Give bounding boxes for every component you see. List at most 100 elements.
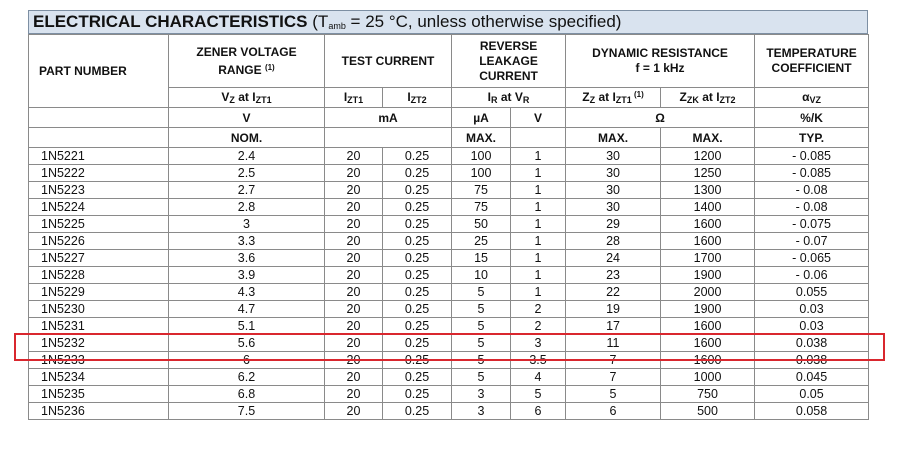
cell-alpha-vz-typ: 0.058 <box>754 402 870 420</box>
cell-izt2: 0.25 <box>381 215 453 233</box>
cell-vr: 1 <box>510 249 567 267</box>
cell-izt1: 20 <box>324 181 383 199</box>
cell-izt1: 20 <box>324 283 383 301</box>
symbol-alpha-vz: αVZ <box>754 87 870 108</box>
cell-izt1: 20 <box>324 232 383 250</box>
header-zener-voltage: ZENER VOLTAGE RANGE (1) <box>168 34 325 88</box>
cell-izt2: 0.25 <box>381 181 453 199</box>
title-main: ELECTRICAL CHARACTERISTICS <box>33 12 308 31</box>
cell-izt2: 0.25 <box>381 402 453 420</box>
cell-izt2: 0.25 <box>381 198 453 216</box>
cell-ir-max: 5 <box>451 351 512 369</box>
cell-izt1: 20 <box>324 215 383 233</box>
unit-v: V <box>168 107 325 128</box>
cell-zzk-max: 1600 <box>660 317 756 335</box>
cell-zz-max: 30 <box>565 181 662 199</box>
cell-part-number: 1N5236 <box>28 402 169 420</box>
cell-zzk-max: 1400 <box>660 198 756 216</box>
label-max-ir: MAX. <box>451 127 512 148</box>
cell-vr: 1 <box>510 147 567 165</box>
cell-ir-max: 3 <box>451 402 512 420</box>
cell-izt1: 20 <box>324 334 383 352</box>
cell-zz-max: 7 <box>565 351 662 369</box>
cell-alpha-vz-typ: 0.03 <box>754 317 870 335</box>
cell-zz-max: 29 <box>565 215 662 233</box>
cell-part-number: 1N5230 <box>28 300 169 318</box>
table-row: 1N5221 2.4 20 0.25 100 1 30 1200- 0.085 <box>28 147 870 165</box>
unit-v-reverse: V <box>510 107 567 128</box>
label-typ: TYP. <box>754 127 870 148</box>
cell-part-number: 1N5231 <box>28 317 169 335</box>
cell-vz-nom: 2.4 <box>168 147 325 165</box>
cell-zz-max: 22 <box>565 283 662 301</box>
cell-ir-max: 75 <box>451 198 512 216</box>
cell-vz-nom: 4.7 <box>168 300 325 318</box>
cell-alpha-vz-typ: - 0.085 <box>754 147 870 165</box>
cell-vr: 1 <box>510 198 567 216</box>
symbol-izt2: IZT2 <box>381 87 453 108</box>
blank-cell <box>28 107 169 128</box>
cell-zzk-max: 2000 <box>660 283 756 301</box>
table-row: 1N5232 5.6 20 0.25 5 3 11 1600 0.038 <box>28 334 870 352</box>
symbol-ir: IR at VR <box>451 87 567 108</box>
table-row: 1N5222 2.5 20 0.25 100 1 30 1250- 0.085 <box>28 164 870 182</box>
cell-izt2: 0.25 <box>381 368 453 386</box>
unit-percent-k: %/K <box>754 107 870 128</box>
cell-vr: 1 <box>510 283 567 301</box>
cell-izt2: 0.25 <box>381 232 453 250</box>
cell-zzk-max: 1600 <box>660 232 756 250</box>
cell-zz-max: 5 <box>565 385 662 403</box>
cell-part-number: 1N5234 <box>28 368 169 386</box>
header-dynamic-resistance: DYNAMIC RESISTANCE f = 1 kHz <box>565 34 756 88</box>
table-body: 1N5221 2.4 20 0.25 100 1 30 1200- 0.085 1N5222 2.… <box>28 147 870 420</box>
cell-alpha-vz-typ: - 0.08 <box>754 181 870 199</box>
cell-izt1: 20 <box>324 164 383 182</box>
cell-part-number: 1N5222 <box>28 164 169 182</box>
cell-vz-nom: 5.1 <box>168 317 325 335</box>
cell-izt1: 20 <box>324 368 383 386</box>
cell-alpha-vz-typ: 0.045 <box>754 368 870 386</box>
cell-ir-max: 75 <box>451 181 512 199</box>
cell-izt1: 20 <box>324 249 383 267</box>
blank-cell <box>323 127 453 148</box>
cell-zz-max: 28 <box>565 232 662 250</box>
cell-ir-max: 50 <box>451 215 512 233</box>
cell-zz-max: 17 <box>565 317 662 335</box>
symbol-zz: ZZ at IZT1 (1) <box>565 87 662 108</box>
cell-zz-max: 30 <box>565 198 662 216</box>
cell-vz-nom: 6 <box>168 351 325 369</box>
cell-izt2: 0.25 <box>381 300 453 318</box>
cell-part-number: 1N5227 <box>28 249 169 267</box>
cell-ir-max: 100 <box>451 147 512 165</box>
cell-vr: 1 <box>510 232 567 250</box>
table-row: 1N5229 4.3 20 0.25 5 1 22 2000 0.055 <box>28 283 870 301</box>
table-title: ELECTRICAL CHARACTERISTICS (Tamb = 25 °C… <box>28 10 868 34</box>
cell-zzk-max: 500 <box>660 402 756 420</box>
cell-ir-max: 15 <box>451 249 512 267</box>
cell-vr: 1 <box>510 181 567 199</box>
cell-zz-max: 24 <box>565 249 662 267</box>
unit-ohm: Ω <box>565 107 756 128</box>
cell-vr: 3 <box>510 334 567 352</box>
electrical-characteristics-table: PART NUMBER ZENER VOLTAGE RANGE (1) TEST … <box>28 34 870 420</box>
cell-vr: 2 <box>510 300 567 318</box>
cell-vz-nom: 6.2 <box>168 368 325 386</box>
symbol-zzk: ZZK at IZT2 <box>660 87 756 108</box>
symbol-izt1: IZT1 <box>324 87 383 108</box>
table-row: 1N5231 5.1 20 0.25 5 2 17 1600 0.03 <box>28 317 870 335</box>
cell-izt2: 0.25 <box>381 283 453 301</box>
table-row: 1N5227 3.6 20 0.25 15 1 24 1700- 0.065 <box>28 249 870 267</box>
cell-vz-nom: 6.8 <box>168 385 325 403</box>
header-reverse-leakage: REVERSE LEAKAGE CURRENT <box>451 34 567 88</box>
table-row: 1N5236 7.5 20 0.25 3 6 6 500 0.058 <box>28 402 870 420</box>
cell-ir-max: 5 <box>451 300 512 318</box>
header-test-current: TEST CURRENT <box>323 34 453 88</box>
cell-zzk-max: 1300 <box>660 181 756 199</box>
cell-ir-max: 25 <box>451 232 512 250</box>
table-row: 1N5235 6.8 20 0.25 3 5 5 750 0.05 <box>28 385 870 403</box>
cell-part-number: 1N5233 <box>28 351 169 369</box>
blank-cell <box>510 127 567 148</box>
cell-vr: 1 <box>510 266 567 284</box>
cell-izt1: 20 <box>324 385 383 403</box>
cell-vz-nom: 5.6 <box>168 334 325 352</box>
